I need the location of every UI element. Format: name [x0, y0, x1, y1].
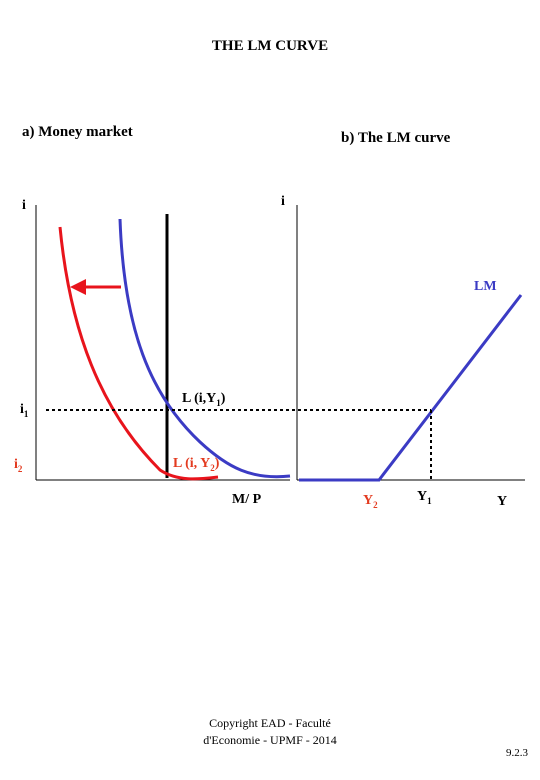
y2-label: Y2	[363, 493, 378, 510]
money-demand-curve-y1	[118, 218, 291, 479]
page-number: 9.2.3	[506, 747, 528, 759]
panel-b-y-axis-label: i	[281, 194, 285, 209]
shift-arrow-icon	[70, 279, 86, 295]
panel-a-y-axis-label: i	[22, 198, 26, 213]
lm-curve-label: LM	[474, 279, 497, 294]
money-demand-curve-y2	[58, 226, 219, 481]
panel-a-heading: a) Money market	[22, 124, 133, 140]
curve-y2-label: L (i, Y2)	[173, 456, 220, 473]
i2-label: i2	[14, 457, 23, 474]
curve-y1-label: L (i,Y1)	[182, 391, 226, 408]
panel-a-x-axis-label: M/ P	[232, 492, 262, 507]
copyright-line-1: Copyright EAD - Faculté	[209, 716, 331, 730]
panel-b-x-axis-label: Y	[497, 494, 508, 509]
panel-b-heading: b) The LM curve	[341, 130, 451, 146]
i1-label: i1	[20, 402, 29, 419]
copyright-line-2: d'Economie - UPMF - 2014	[203, 733, 337, 747]
lm-curve	[299, 294, 523, 482]
y1-label: Y1	[417, 489, 432, 506]
page-title: THE LM CURVE	[211, 38, 329, 54]
copyright: Copyright EAD - Faculté d'Economie - UPM…	[0, 715, 540, 749]
